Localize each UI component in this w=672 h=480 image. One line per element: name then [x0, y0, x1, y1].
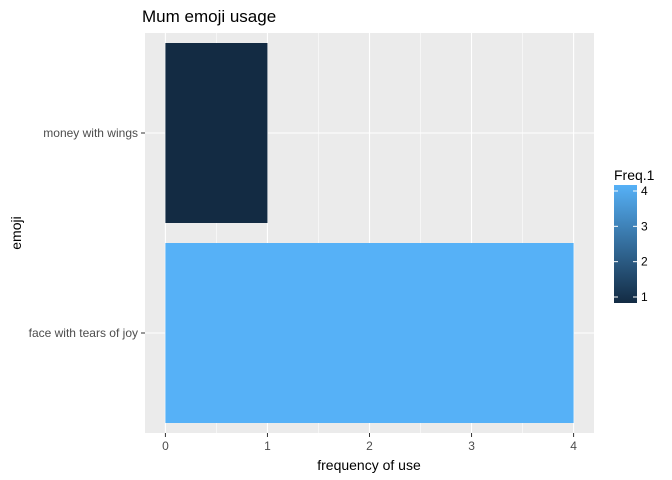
- legend-tick-label: 2: [641, 255, 648, 269]
- y-tick-label: money with wings: [43, 126, 138, 140]
- y-axis: face with tears of joy money with wings: [29, 126, 145, 340]
- x-axis-title: frequency of use: [317, 457, 421, 473]
- color-legend: Freq.1 1 2 3 4: [614, 167, 655, 304]
- legend-ticks: 1 2 3 4: [614, 184, 648, 304]
- x-tick-label: 3: [468, 439, 475, 453]
- bars: [165, 43, 574, 423]
- y-axis-title: emoji: [8, 216, 24, 249]
- legend-tick-label: 4: [641, 184, 648, 198]
- x-axis: 0 1 2 3 4: [162, 433, 577, 453]
- x-tick-label: 2: [366, 439, 373, 453]
- x-tick-label: 1: [264, 439, 271, 453]
- bar: [165, 243, 574, 423]
- x-tick-label: 0: [162, 439, 169, 453]
- legend-tick-label: 3: [641, 219, 648, 233]
- legend-colorbar: [614, 185, 637, 303]
- x-tick-label: 4: [570, 439, 577, 453]
- legend-tick-label: 1: [641, 290, 648, 304]
- bar: [165, 43, 268, 223]
- chart-title: Mum emoji usage: [142, 7, 276, 26]
- y-tick-label: face with tears of joy: [29, 326, 138, 340]
- legend-title: Freq.1: [614, 167, 655, 183]
